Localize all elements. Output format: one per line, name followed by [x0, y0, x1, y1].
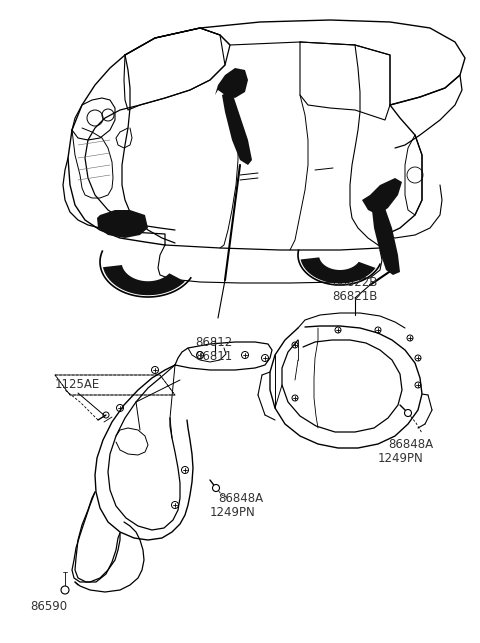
Circle shape	[405, 410, 411, 417]
Polygon shape	[103, 265, 185, 295]
Text: 86811: 86811	[195, 350, 232, 363]
Text: 86812: 86812	[195, 336, 232, 349]
Polygon shape	[215, 68, 248, 98]
Text: 86848A: 86848A	[388, 438, 433, 451]
Polygon shape	[362, 178, 402, 215]
Circle shape	[213, 484, 219, 491]
Text: 1249PN: 1249PN	[210, 506, 256, 519]
Text: 1249PN: 1249PN	[378, 452, 424, 465]
Polygon shape	[300, 257, 375, 284]
Circle shape	[61, 586, 69, 594]
Text: 1125AE: 1125AE	[55, 378, 100, 391]
Polygon shape	[372, 208, 400, 275]
Text: 86822B: 86822B	[332, 276, 377, 289]
Polygon shape	[222, 92, 252, 165]
Text: 86590: 86590	[30, 600, 67, 613]
Text: 86821B: 86821B	[332, 290, 377, 303]
Polygon shape	[97, 210, 148, 238]
Text: 86848A: 86848A	[218, 492, 263, 505]
